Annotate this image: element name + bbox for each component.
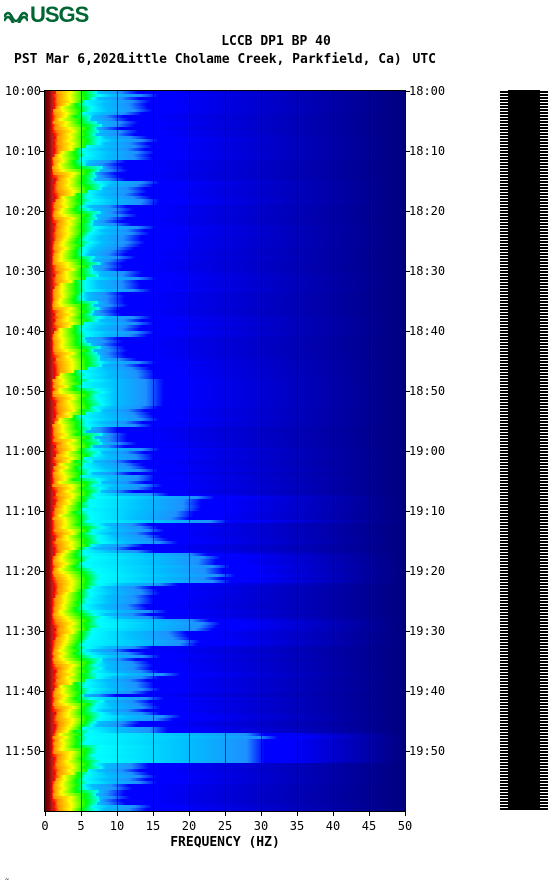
y-tick-left: 10:30	[5, 264, 41, 278]
waveform-sidebar	[504, 90, 544, 810]
grid-line	[333, 91, 334, 811]
y-tick-right: 18:50	[409, 384, 445, 398]
chart-title: LCCB DP1 BP 40	[0, 34, 552, 49]
pst-label: PST	[14, 52, 37, 67]
y-tick-right: 18:20	[409, 204, 445, 218]
grid-line	[369, 91, 370, 811]
y-tick-left: 10:50	[5, 384, 41, 398]
y-tick-left: 10:10	[5, 144, 41, 158]
y-tick-left: 11:20	[5, 564, 41, 578]
grid-line	[261, 91, 262, 811]
y-tick-right: 19:00	[409, 444, 445, 458]
grid-line	[297, 91, 298, 811]
x-tick: 45	[362, 819, 376, 833]
grid-line	[225, 91, 226, 811]
grid-line	[153, 91, 154, 811]
y-tick-right: 18:30	[409, 264, 445, 278]
y-tick-left: 10:00	[5, 84, 41, 98]
grid-line	[189, 91, 190, 811]
y-tick-right: 18:40	[409, 324, 445, 338]
x-tick: 5	[77, 819, 84, 833]
x-tick: 50	[398, 819, 412, 833]
y-tick-left: 10:40	[5, 324, 41, 338]
spectrogram-plot: FREQUENCY (HZ) 10:0010:1010:2010:3010:40…	[44, 90, 406, 812]
x-tick: 25	[218, 819, 232, 833]
y-tick-right: 18:10	[409, 144, 445, 158]
y-tick-left: 11:30	[5, 624, 41, 638]
footer-mark: ˜	[4, 878, 10, 889]
y-tick-left: 11:10	[5, 504, 41, 518]
y-tick-left: 11:50	[5, 744, 41, 758]
logo-text: USGS	[30, 2, 88, 27]
x-tick: 30	[254, 819, 268, 833]
utc-label: UTC	[413, 52, 436, 67]
x-axis-label: FREQUENCY (HZ)	[170, 835, 280, 850]
date-label: Mar 6,2020	[46, 52, 124, 67]
y-tick-right: 19:10	[409, 504, 445, 518]
usgs-logo: USGS	[4, 2, 88, 29]
spectrogram-canvas	[45, 91, 405, 811]
location-label: Little Cholame Creek, Parkfield, Ca)	[120, 52, 402, 67]
y-tick-right: 18:00	[409, 84, 445, 98]
x-tick: 0	[41, 819, 48, 833]
y-tick-left: 11:00	[5, 444, 41, 458]
x-tick: 15	[146, 819, 160, 833]
x-tick: 40	[326, 819, 340, 833]
x-tick: 10	[110, 819, 124, 833]
y-tick-right: 19:30	[409, 624, 445, 638]
wave-icon	[4, 3, 28, 29]
x-tick: 35	[290, 819, 304, 833]
x-tick: 20	[182, 819, 196, 833]
grid-line	[81, 91, 82, 811]
y-tick-right: 19:40	[409, 684, 445, 698]
grid-line	[117, 91, 118, 811]
y-tick-left: 11:40	[5, 684, 41, 698]
y-tick-right: 19:50	[409, 744, 445, 758]
y-tick-left: 10:20	[5, 204, 41, 218]
y-tick-right: 19:20	[409, 564, 445, 578]
